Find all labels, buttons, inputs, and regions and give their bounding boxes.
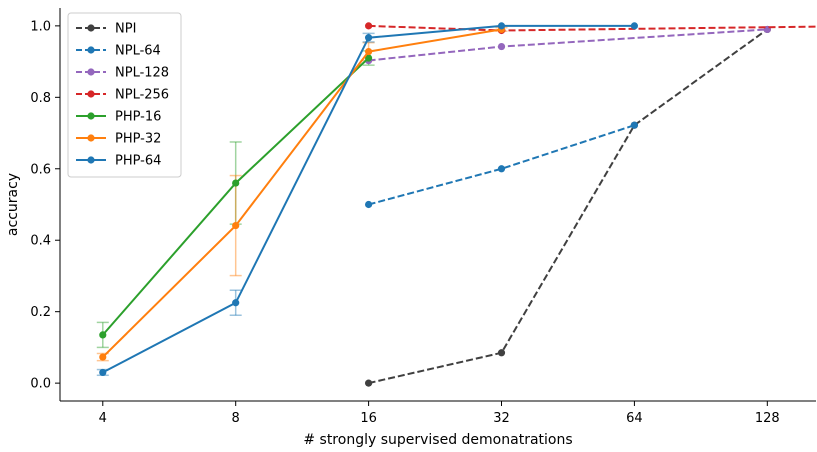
legend-label: NPL-128 [115, 66, 169, 81]
legend-label: NPI [115, 22, 136, 37]
legend-swatch-marker [87, 24, 95, 32]
legend-swatch-marker [87, 68, 95, 76]
data-point-php-32 [232, 221, 240, 230]
data-point-php-32 [364, 47, 373, 56]
legend-swatch-marker [87, 46, 95, 54]
y-tick-label: 0.4 [30, 234, 51, 249]
data-point-php-64 [232, 299, 240, 307]
x-tick-label: 32 [493, 411, 510, 426]
series-line-php-64 [102, 24, 635, 374]
data-point-php-64 [364, 34, 373, 42]
x-tick-label: 8 [232, 411, 240, 426]
data-point-php-64 [99, 368, 107, 377]
x-axis-label: # strongly supervised demonatrations [303, 432, 572, 447]
data-point-npl-64 [364, 200, 373, 209]
y-axis-label: accuracy [5, 173, 21, 236]
data-point-npi [497, 349, 506, 357]
legend-swatch-marker [87, 134, 95, 142]
x-tick-label: 16 [360, 411, 377, 426]
legend-label: PHP-64 [115, 154, 161, 169]
legend-swatch-marker [87, 112, 95, 120]
data-point-npl-256 [364, 22, 373, 30]
data-point-php-16 [232, 179, 240, 187]
y-tick-label: 1.0 [30, 19, 51, 34]
legend-label: NPL-256 [115, 88, 169, 103]
data-point-npl-128 [497, 42, 506, 51]
data-point-php-64 [630, 22, 639, 30]
data-point-php-16 [99, 331, 107, 339]
y-tick-label: 0.0 [30, 377, 51, 392]
series-line-npl-64 [368, 124, 635, 206]
data-point-php-64 [497, 22, 506, 30]
legend-swatch-marker [87, 156, 95, 164]
legend-label: PHP-16 [115, 110, 161, 125]
x-tick-label: 4 [99, 411, 107, 426]
legend-label: PHP-32 [115, 132, 161, 147]
y-tick-label: 0.8 [30, 91, 51, 106]
legend-label: NPL-64 [115, 44, 161, 59]
series-lines [99, 22, 817, 387]
legend-swatch-marker [87, 90, 95, 98]
data-point-npl-64 [630, 121, 639, 129]
x-tick-label: 64 [626, 411, 643, 426]
series-line-php-32 [102, 28, 502, 358]
data-point-php-32 [99, 353, 107, 361]
series-line-npl-128 [368, 28, 768, 62]
data-point-npl-64 [497, 165, 506, 173]
axes: 0.0 0.2 0.4 0.6 0.8 1.0 4 8 16 32 64 128 [30, 8, 816, 426]
series-line-npi [368, 28, 768, 385]
legend: NPI NPL-64 NPL-128 NPL-256 PHP-16 PHP-32 PHP-6… [67, 12, 182, 178]
y-tick-label: 0.2 [30, 305, 51, 320]
data-point-php-16 [364, 54, 373, 62]
legend-box [67, 12, 182, 178]
y-tick-label: 0.6 [30, 162, 51, 177]
x-tick-label: 128 [755, 411, 780, 426]
data-point-npi [364, 379, 373, 387]
